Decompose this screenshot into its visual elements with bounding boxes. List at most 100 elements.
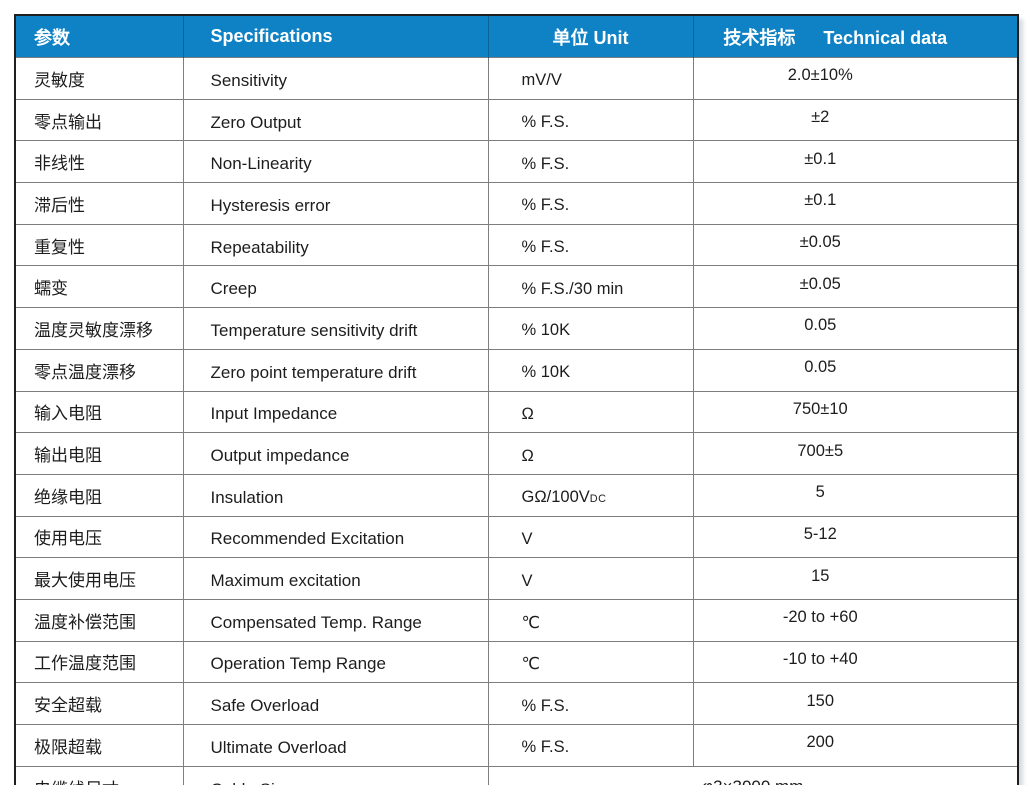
spec-cell: Non-Linearity: [182, 140, 488, 183]
unit-cell: % F.S.: [487, 682, 693, 725]
value-cell: 0.05: [692, 307, 1018, 350]
spec-cell: Zero point temperature drift: [182, 348, 488, 391]
table-body: 灵敏度 Sensitivity mV/V 2.0±10% 零点输出 Zero Output…: [15, 57, 1018, 785]
unit-cell: Ω: [487, 390, 693, 433]
table-row: 输出电阻 Output impedance Ω 700±5: [15, 432, 1018, 475]
table-row: 灵敏度 Sensitivity mV/V 2.0±10%: [15, 57, 1018, 100]
unit-cell: ℃: [487, 598, 693, 642]
param-cell: 输入电阻: [15, 390, 183, 433]
param-cell: 极限超载: [15, 724, 183, 767]
unit-cell: % F.S.: [487, 182, 693, 225]
spec-cell: Repeatability: [182, 223, 488, 266]
value-cell: 150: [692, 682, 1018, 725]
header-technical-data-zh: 技术指标: [723, 27, 796, 48]
spec-cell: Recommended Excitation: [182, 515, 488, 558]
param-cell: 输出电阻: [15, 432, 183, 475]
value-cell: 2.0±10%: [692, 57, 1018, 100]
unit-cell: ℃: [487, 640, 693, 683]
table-header-row: 参数 Specifications 单位 Unit 技术指标 Technical …: [15, 15, 1018, 58]
unit-cell: % F.S.: [487, 98, 693, 141]
value-cell: 700±5: [692, 432, 1018, 475]
unit-cell: % 10K: [487, 307, 693, 350]
value-cell: 5-12: [692, 515, 1018, 558]
unit-cell: % F.S.: [487, 724, 693, 767]
param-cell: 使用电压: [15, 515, 183, 558]
table-row: 蠕变 Creep% F.S./30 min ±0.05: [15, 265, 1018, 308]
value-cell: 5: [692, 473, 1018, 517]
table-row: 电缆线尺寸Cable Sizeφ3×3000 mm: [15, 765, 1018, 785]
unit-cell: % F.S.: [487, 223, 693, 266]
param-cell: 蠕变: [15, 265, 183, 308]
table-row: 温度补偿范围 Compensated Temp. Range ℃ -20 to +60: [15, 598, 1018, 642]
param-cell: 零点温度漂移: [15, 348, 183, 391]
param-cell: 零点输出: [15, 98, 183, 141]
unit-cell: % 10K: [487, 348, 693, 391]
spec-cell: Compensated Temp. Range: [182, 598, 488, 642]
spec-cell: Maximum excitation: [182, 557, 488, 600]
spec-cell: Zero Output: [182, 98, 488, 141]
spec-cell: Output impedance: [182, 432, 488, 475]
spec-cell: Cable Size: [182, 765, 488, 785]
spec-cell: Ultimate Overload: [182, 724, 488, 767]
unit-subscript: DC: [589, 493, 607, 506]
merged-value-cell: φ3×3000 mm: [487, 765, 1018, 785]
value-cell: ±0.05: [692, 265, 1018, 308]
table-row: 使用电压 Recommended Excitation V 5-12: [15, 515, 1018, 558]
param-cell: 电缆线尺寸: [15, 765, 183, 785]
table-row: 滞后性 Hysteresis error% F.S. ±0.1: [15, 182, 1018, 225]
table-row: 零点温度漂移 Zero point temperature drift% 10K 0…: [15, 348, 1018, 391]
param-cell: 最大使用电压: [15, 557, 183, 600]
unit-text: GΩ/100V: [521, 488, 590, 507]
value-cell: 200: [692, 724, 1018, 767]
param-cell: 滞后性: [15, 182, 183, 225]
table-row: 输入电阻 Input Impedance Ω 750±10: [15, 390, 1018, 433]
spec-cell: Sensitivity: [182, 57, 488, 100]
table-row: 非线性 Non-Linearity% F.S. ±0.1: [15, 140, 1018, 183]
value-cell: ±0.1: [692, 182, 1018, 225]
header-unit: 单位 Unit: [487, 15, 693, 58]
param-cell: 绝缘电阻: [15, 473, 183, 517]
spec-cell: Creep: [182, 265, 488, 308]
unit-cell: V: [487, 515, 693, 558]
unit-cell: V: [487, 557, 693, 600]
param-cell: 重复性: [15, 223, 183, 266]
value-cell: ±0.1: [692, 140, 1018, 183]
value-cell: -10 to +40: [692, 640, 1018, 683]
spec-cell: Input Impedance: [182, 390, 488, 433]
param-cell: 非线性: [15, 140, 183, 183]
value-cell: 750±10: [692, 390, 1018, 433]
table-row: 工作温度范围 Operation Temp Range ℃ -10 to +40: [15, 640, 1018, 683]
param-cell: 灵敏度: [15, 57, 183, 100]
table-row: 绝缘电阻 Insulation GΩ/100VDC 5: [15, 473, 1018, 517]
param-cell: 温度灵敏度漂移: [15, 307, 183, 350]
param-cell: 安全超载: [15, 682, 183, 725]
header-technical-data: 技术指标 Technical data: [692, 15, 1018, 58]
value-cell: 15: [692, 557, 1018, 600]
spec-cell: Temperature sensitivity drift: [182, 307, 488, 350]
spec-cell: Safe Overload: [182, 682, 488, 725]
param-cell: 温度补偿范围: [15, 598, 183, 642]
table-row: 安全超载 Safe Overload% F.S. 150: [15, 682, 1018, 725]
unit-cell: mV/V: [487, 57, 693, 100]
table-row: 重复性 Repeatability% F.S. ±0.05: [15, 223, 1018, 266]
spec-cell: Operation Temp Range: [182, 640, 488, 683]
table-row: 最大使用电压 Maximum excitation V 15: [15, 557, 1018, 600]
spec-cell: Insulation: [182, 473, 488, 517]
unit-cell: Ω: [487, 432, 693, 475]
table-row: 温度灵敏度漂移 Temperature sensitivity drift% 10…: [15, 307, 1018, 350]
unit-cell: % F.S./30 min: [487, 265, 693, 308]
param-cell: 工作温度范围: [15, 640, 183, 683]
value-cell: 0.05: [692, 348, 1018, 391]
load-cell-spec-table: 参数 Specifications 单位 Unit 技术指标 Technical …: [14, 14, 1019, 785]
unit-cell: % F.S.: [487, 140, 693, 183]
unit-cell: GΩ/100VDC: [487, 473, 693, 517]
spec-cell: Hysteresis error: [182, 182, 488, 225]
value-cell: ±0.05: [692, 223, 1018, 266]
value-cell: -20 to +60: [692, 598, 1018, 642]
table-row: 极限超载 Ultimate Overload% F.S. 200: [15, 724, 1018, 767]
header-technical-data-en: Technical data: [823, 27, 948, 48]
value-cell: ±2: [692, 98, 1018, 141]
header-specifications: Specifications: [182, 15, 488, 58]
table-row: 零点输出 Zero Output% F.S. ±2: [15, 98, 1018, 141]
